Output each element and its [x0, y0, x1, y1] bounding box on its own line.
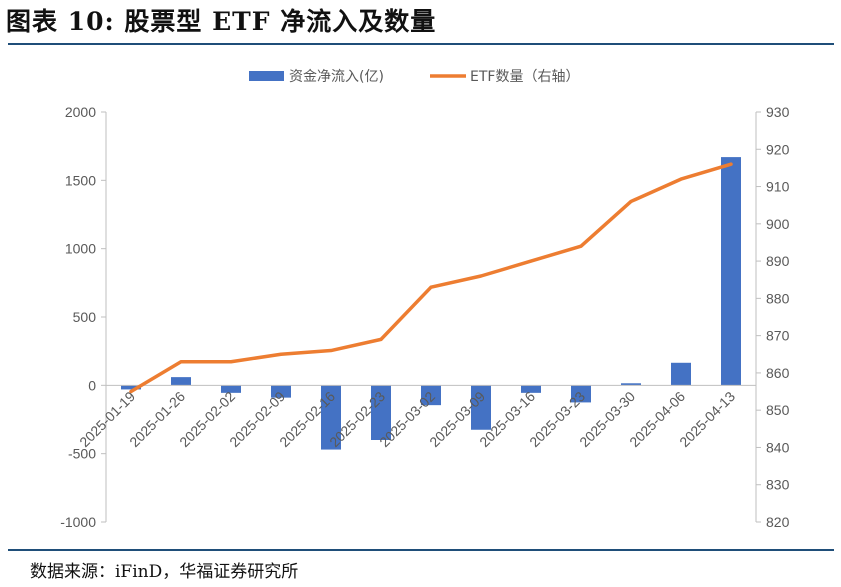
- legend-bar-label: 资金净流入(亿): [289, 69, 384, 85]
- right-tick-label: 890: [766, 253, 790, 269]
- line-point-2025-04-06: [679, 177, 683, 181]
- line-point-2025-02-23: [379, 337, 383, 341]
- line-point-2025-03-02: [429, 285, 433, 289]
- bar-2025-03-02: [421, 385, 441, 406]
- chart: 资金净流入(亿) ETF数量（右轴） -1000 -500 0 500 1000 1500 2…: [60, 69, 790, 530]
- line-point-2025-04-13: [729, 162, 733, 166]
- right-tick-label: 860: [766, 365, 790, 381]
- left-tick-label: 1500: [65, 172, 96, 188]
- bar-2025-01-19: [121, 385, 141, 390]
- source-note: 数据来源：iFinD，华福证券研究所: [30, 562, 299, 582]
- bar-2025-02-02: [221, 385, 241, 393]
- left-tick-label: 500: [73, 309, 97, 325]
- line-point-2025-02-09: [279, 352, 283, 356]
- line-point-2025-01-19: [129, 390, 133, 394]
- bar-2025-02-16: [321, 385, 341, 450]
- bar-2025-04-13: [721, 157, 741, 386]
- right-tick-label: 870: [766, 328, 790, 344]
- legend-line-label: ETF数量（右轴）: [470, 69, 579, 85]
- bar-2025-03-23: [571, 385, 591, 403]
- legend: 资金净流入(亿) ETF数量（右轴）: [249, 69, 579, 85]
- right-tick-label: 850: [766, 402, 790, 418]
- left-tick-label: -1000: [60, 514, 96, 530]
- line-point-2025-02-02: [229, 360, 233, 364]
- bar-2025-03-09: [471, 385, 491, 430]
- bar-2025-02-09: [271, 385, 291, 398]
- bar-2025-03-16: [521, 385, 541, 393]
- line-point-2025-03-30: [629, 199, 633, 203]
- figure-title: 图表 10: 股票型 ETF 净流入及数量: [6, 7, 437, 36]
- line-point-2025-01-26: [179, 360, 183, 364]
- right-tick-label: 900: [766, 216, 790, 232]
- footer-rule: [8, 549, 834, 551]
- line-point-2025-03-23: [579, 244, 583, 248]
- line-point-2025-03-09: [479, 274, 483, 278]
- x-axis-labels: 2025-01-192025-01-262025-02-022025-02-09…: [76, 388, 738, 450]
- left-axis: -1000 -500 0 500 1000 1500 2000: [60, 104, 107, 530]
- left-tick-label: -500: [68, 446, 96, 462]
- legend-bar-swatch: [249, 71, 284, 81]
- bar-2025-02-23: [371, 385, 391, 440]
- left-tick-label: 0: [88, 377, 96, 393]
- right-axis: 820 830 840 850 860 870 880 890 900 910 920 930: [755, 104, 790, 530]
- line-series: [129, 162, 733, 394]
- line-point-2025-03-16: [529, 259, 533, 263]
- bar-series: [121, 157, 741, 450]
- title-rule: [8, 43, 834, 45]
- bar-2025-01-26: [171, 377, 191, 386]
- right-tick-label: 920: [766, 141, 790, 157]
- right-tick-label: 840: [766, 439, 790, 455]
- left-tick-label: 1000: [65, 241, 96, 257]
- right-tick-label: 830: [766, 477, 790, 493]
- right-tick-label: 930: [766, 104, 790, 120]
- bar-2025-03-30: [621, 383, 641, 386]
- right-tick-label: 820: [766, 514, 790, 530]
- etf-count-line: [129, 162, 733, 394]
- right-tick-label: 910: [766, 179, 790, 195]
- line-point-2025-02-16: [329, 349, 333, 353]
- bar-2025-04-06: [671, 362, 691, 386]
- left-tick-label: 2000: [65, 104, 96, 120]
- right-tick-label: 880: [766, 290, 790, 306]
